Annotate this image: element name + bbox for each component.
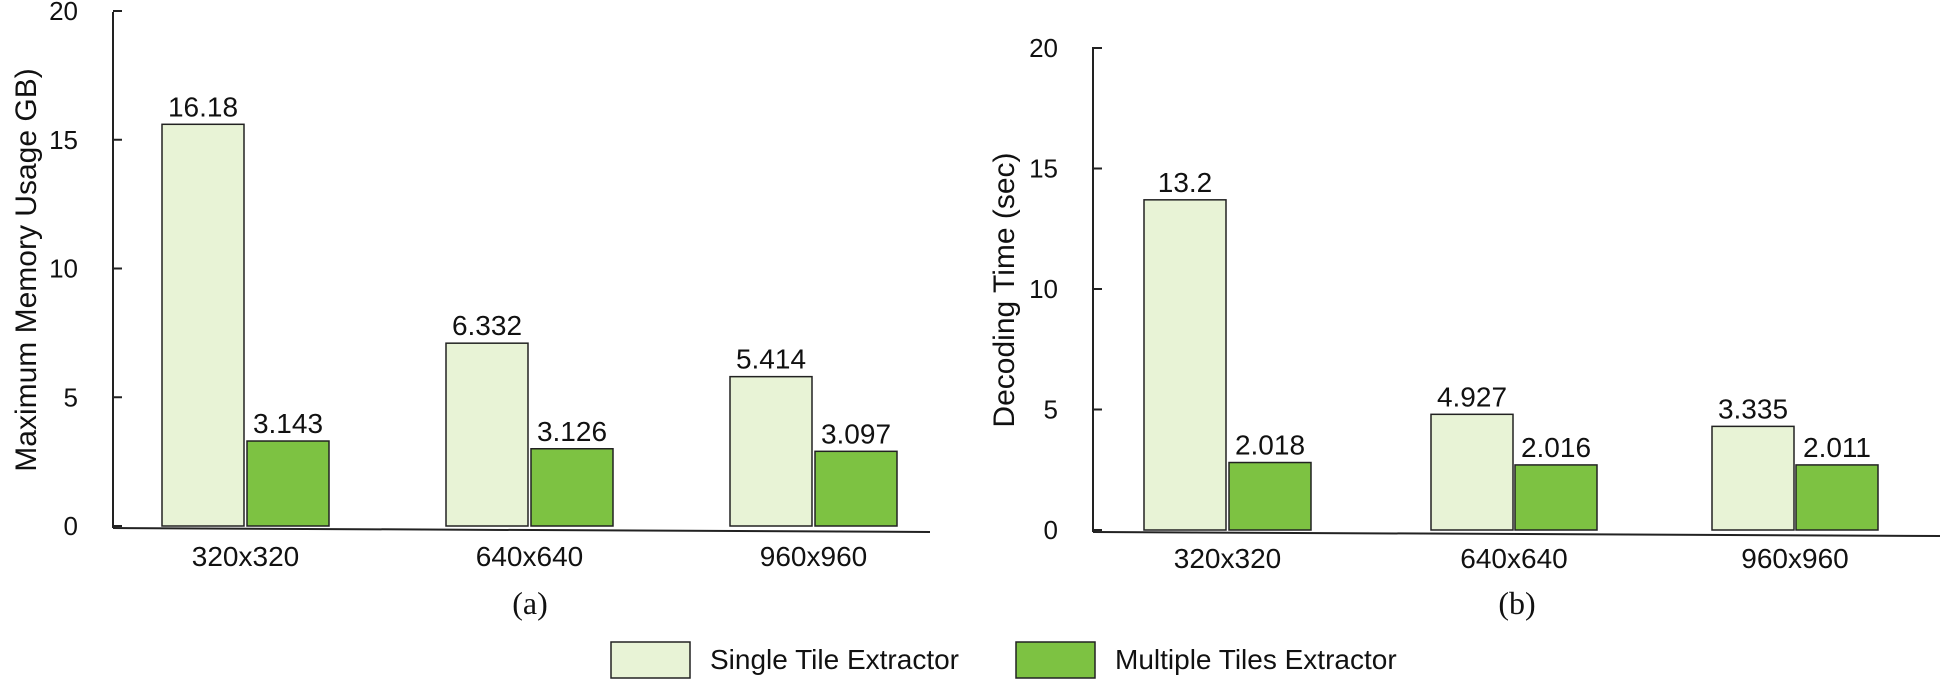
bar-b-multiple-tiles-extractor-640x640 [1514,464,1598,531]
y-tick-label-a: 10 [49,254,78,284]
bar-b-multiple-tiles-extractor-320x320 [1228,461,1312,531]
bar-a-single-tile-extractor-320x320 [161,123,245,527]
y-tick-label-b: 5 [1044,395,1058,425]
y-axis-label-a: Maximum Memory Usage GB) [10,68,43,471]
bar-b-single-tile-extractor-960x960 [1711,425,1795,531]
legend: Single Tile Extractor Multiple Tiles Ext… [610,641,1397,679]
chart-panel-b: 0 5 10 15 20 13.2 2.018 320x320 4.927 2.016 640x64… [988,33,1941,621]
legend-swatch-multiple-tiles-extractor [1015,641,1096,679]
data-label-b-single-tile-extractor-640x640: 4.927 [1437,381,1507,412]
y-tick-label-b: 20 [1029,33,1058,63]
data-label-a-multiple-tiles-extractor-320x320: 3.143 [253,408,323,439]
bar-b-single-tile-extractor-640x640 [1430,413,1514,531]
data-label-a-multiple-tiles-extractor-640x640: 3.126 [537,416,607,447]
panel-caption-a: (a) [512,585,548,621]
y-tick-label-a: 0 [64,511,78,541]
x-axis-line-a [112,527,931,533]
y-tick-label-b: 15 [1029,154,1058,184]
x-tick-label-b-640x640: 640x640 [1460,543,1567,574]
legend-label-multiple-tiles-extractor: Multiple Tiles Extractor [1115,644,1397,675]
x-tick-label-b-960x960: 960x960 [1741,543,1848,574]
bar-b-multiple-tiles-extractor-960x960 [1795,464,1879,531]
data-label-a-multiple-tiles-extractor-960x960: 3.097 [821,418,891,449]
chart-panel-a: 0 5 10 15 20 16.18 3.143 320x320 6.332 3.126 640x6… [10,0,931,621]
data-label-b-multiple-tiles-extractor-640x640: 2.016 [1521,432,1591,463]
data-label-a-single-tile-extractor-320x320: 16.18 [168,91,238,122]
data-label-b-single-tile-extractor-320x320: 13.2 [1158,167,1213,198]
x-tick-label-a-640x640: 640x640 [476,541,583,572]
legend-label-single-tile-extractor: Single Tile Extractor [710,644,959,675]
x-tick-label-a-320x320: 320x320 [192,541,299,572]
y-tick-label-a: 5 [64,382,78,412]
bar-a-multiple-tiles-extractor-640x640 [530,448,614,527]
x-axis-line-b [1092,531,1941,537]
data-label-b-multiple-tiles-extractor-960x960: 2.011 [1803,432,1871,463]
x-tick-label-a-960x960: 960x960 [760,541,867,572]
y-tick-label-b: 10 [1029,274,1058,304]
y-axis-label-b: Decoding Time (sec) [988,152,1021,427]
y-tick-label-a: 20 [49,0,78,26]
bar-a-single-tile-extractor-640x640 [445,342,529,527]
legend-swatch-single-tile-extractor [610,641,691,679]
bar-a-multiple-tiles-extractor-960x960 [814,450,898,527]
x-tick-label-b-320x320: 320x320 [1174,543,1281,574]
bar-b-single-tile-extractor-320x320 [1143,199,1227,531]
y-tick-label-b: 0 [1044,515,1058,545]
data-label-a-single-tile-extractor-640x640: 6.332 [452,310,522,341]
bar-a-single-tile-extractor-960x960 [729,375,813,527]
data-label-b-multiple-tiles-extractor-320x320: 2.018 [1235,430,1305,461]
bar-a-multiple-tiles-extractor-320x320 [246,440,330,527]
data-label-b-single-tile-extractor-960x960: 3.335 [1718,393,1788,424]
panel-caption-b: (b) [1498,585,1535,621]
data-label-a-single-tile-extractor-960x960: 5.414 [736,344,806,375]
y-tick-label-a: 15 [49,125,78,155]
